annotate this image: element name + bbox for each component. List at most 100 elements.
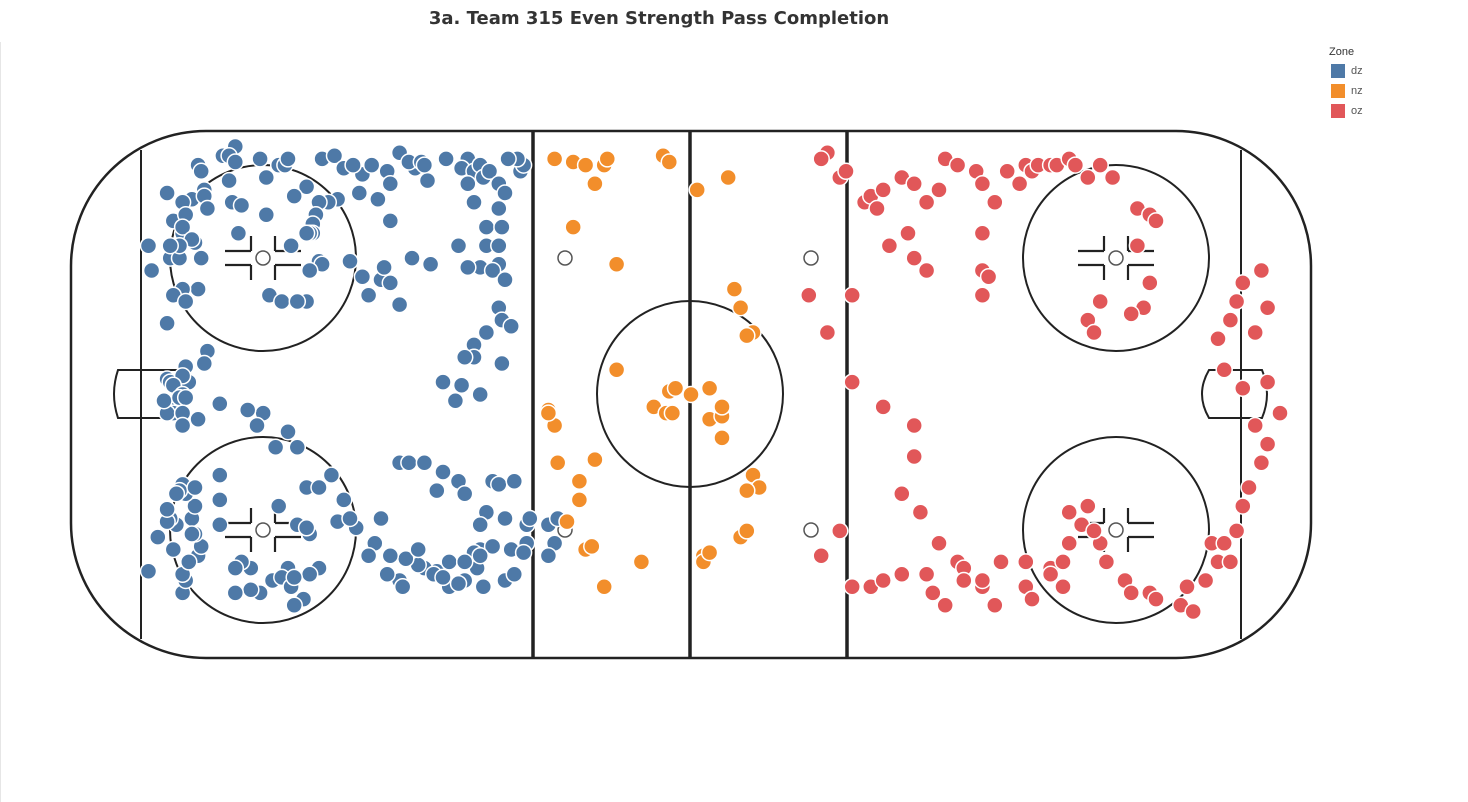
point-dz[interactable] bbox=[493, 354, 511, 373]
point-nz[interactable] bbox=[713, 429, 731, 447]
point-oz[interactable] bbox=[893, 565, 911, 584]
point-oz[interactable] bbox=[893, 484, 911, 503]
point-dz[interactable] bbox=[257, 205, 276, 224]
point-oz[interactable] bbox=[979, 267, 998, 286]
point-dz[interactable] bbox=[465, 193, 483, 212]
legend-item-nz[interactable]: nz bbox=[1329, 81, 1363, 101]
point-oz[interactable] bbox=[986, 596, 1004, 615]
point-oz[interactable] bbox=[1147, 212, 1165, 230]
point-dz[interactable] bbox=[226, 559, 245, 577]
point-dz[interactable] bbox=[248, 416, 266, 435]
point-dz[interactable] bbox=[490, 475, 508, 494]
point-oz[interactable] bbox=[1246, 416, 1264, 435]
legend-item-dz[interactable]: dz bbox=[1329, 61, 1363, 81]
point-dz[interactable] bbox=[238, 401, 257, 419]
point-oz[interactable] bbox=[1227, 522, 1246, 540]
point-oz[interactable] bbox=[1258, 298, 1277, 317]
point-dz[interactable] bbox=[390, 295, 409, 314]
point-dz[interactable] bbox=[335, 491, 353, 509]
point-nz[interactable] bbox=[570, 472, 589, 491]
point-oz[interactable] bbox=[1091, 156, 1109, 174]
point-nz[interactable] bbox=[632, 553, 651, 571]
point-nz[interactable] bbox=[586, 174, 604, 193]
point-oz[interactable] bbox=[917, 565, 936, 584]
point-nz[interactable] bbox=[700, 543, 719, 562]
point-dz[interactable] bbox=[186, 497, 204, 515]
point-dz[interactable] bbox=[434, 373, 452, 391]
point-oz[interactable] bbox=[905, 447, 923, 466]
point-dz[interactable] bbox=[409, 540, 427, 559]
point-nz[interactable] bbox=[548, 453, 567, 472]
point-oz[interactable] bbox=[1258, 435, 1277, 453]
point-dz[interactable] bbox=[285, 568, 303, 587]
point-dz[interactable] bbox=[183, 525, 201, 543]
point-dz[interactable] bbox=[285, 596, 303, 615]
point-nz[interactable] bbox=[660, 153, 679, 171]
point-dz[interactable] bbox=[251, 150, 269, 168]
point-oz[interactable] bbox=[1122, 305, 1140, 323]
point-dz[interactable] bbox=[139, 236, 158, 255]
point-oz[interactable] bbox=[874, 181, 892, 199]
point-dz[interactable] bbox=[499, 150, 517, 168]
point-oz[interactable] bbox=[973, 174, 992, 193]
point-oz[interactable] bbox=[1234, 274, 1252, 292]
point-oz[interactable] bbox=[936, 596, 954, 615]
point-dz[interactable] bbox=[375, 258, 393, 277]
point-dz[interactable] bbox=[381, 546, 400, 565]
point-oz[interactable] bbox=[1271, 404, 1289, 422]
point-dz[interactable] bbox=[269, 497, 288, 515]
point-oz[interactable] bbox=[1184, 602, 1202, 621]
point-oz[interactable] bbox=[812, 150, 830, 168]
point-dz[interactable] bbox=[369, 190, 387, 208]
point-dz[interactable] bbox=[176, 388, 195, 407]
point-dz[interactable] bbox=[158, 184, 176, 202]
point-dz[interactable] bbox=[282, 236, 300, 255]
point-dz[interactable] bbox=[415, 156, 434, 174]
point-oz[interactable] bbox=[874, 571, 892, 590]
point-dz[interactable] bbox=[434, 463, 452, 481]
point-oz[interactable] bbox=[1023, 590, 1041, 608]
point-dz[interactable] bbox=[158, 314, 176, 332]
point-dz[interactable] bbox=[173, 218, 192, 236]
point-dz[interactable] bbox=[459, 174, 477, 193]
point-oz[interactable] bbox=[1141, 274, 1159, 292]
point-dz[interactable] bbox=[211, 515, 229, 534]
point-dz[interactable] bbox=[173, 416, 192, 435]
point-dz[interactable] bbox=[490, 199, 508, 218]
point-nz[interactable] bbox=[576, 156, 595, 174]
point-dz[interactable] bbox=[285, 187, 303, 205]
point-oz[interactable] bbox=[843, 286, 861, 305]
point-dz[interactable] bbox=[477, 323, 496, 342]
point-oz[interactable] bbox=[1252, 261, 1271, 280]
point-oz[interactable] bbox=[1066, 156, 1085, 174]
point-dz[interactable] bbox=[297, 519, 316, 537]
point-dz[interactable] bbox=[164, 540, 183, 559]
point-oz[interactable] bbox=[843, 373, 861, 391]
point-dz[interactable] bbox=[474, 577, 493, 596]
point-dz[interactable] bbox=[195, 354, 214, 373]
point-dz[interactable] bbox=[310, 478, 328, 497]
point-oz[interactable] bbox=[831, 522, 849, 540]
legend-item-oz[interactable]: oz bbox=[1329, 101, 1363, 121]
point-oz[interactable] bbox=[1252, 453, 1271, 472]
point-oz[interactable] bbox=[1085, 522, 1103, 540]
point-oz[interactable] bbox=[1196, 571, 1215, 590]
point-dz[interactable] bbox=[362, 156, 381, 174]
point-nz[interactable] bbox=[731, 298, 750, 317]
point-dz[interactable] bbox=[437, 150, 455, 168]
point-dz[interactable] bbox=[418, 171, 437, 190]
point-dz[interactable] bbox=[455, 484, 474, 503]
point-dz[interactable] bbox=[539, 546, 558, 565]
point-oz[interactable] bbox=[911, 503, 930, 522]
point-oz[interactable] bbox=[924, 584, 942, 602]
point-oz[interactable] bbox=[1097, 553, 1116, 571]
point-dz[interactable] bbox=[226, 584, 245, 602]
point-dz[interactable] bbox=[490, 236, 508, 255]
point-dz[interactable] bbox=[186, 478, 204, 497]
point-dz[interactable] bbox=[421, 255, 440, 274]
point-oz[interactable] bbox=[973, 286, 992, 305]
point-nz[interactable] bbox=[738, 326, 756, 345]
point-oz[interactable] bbox=[1054, 577, 1072, 596]
point-dz[interactable] bbox=[415, 453, 434, 472]
point-nz[interactable] bbox=[545, 150, 564, 168]
